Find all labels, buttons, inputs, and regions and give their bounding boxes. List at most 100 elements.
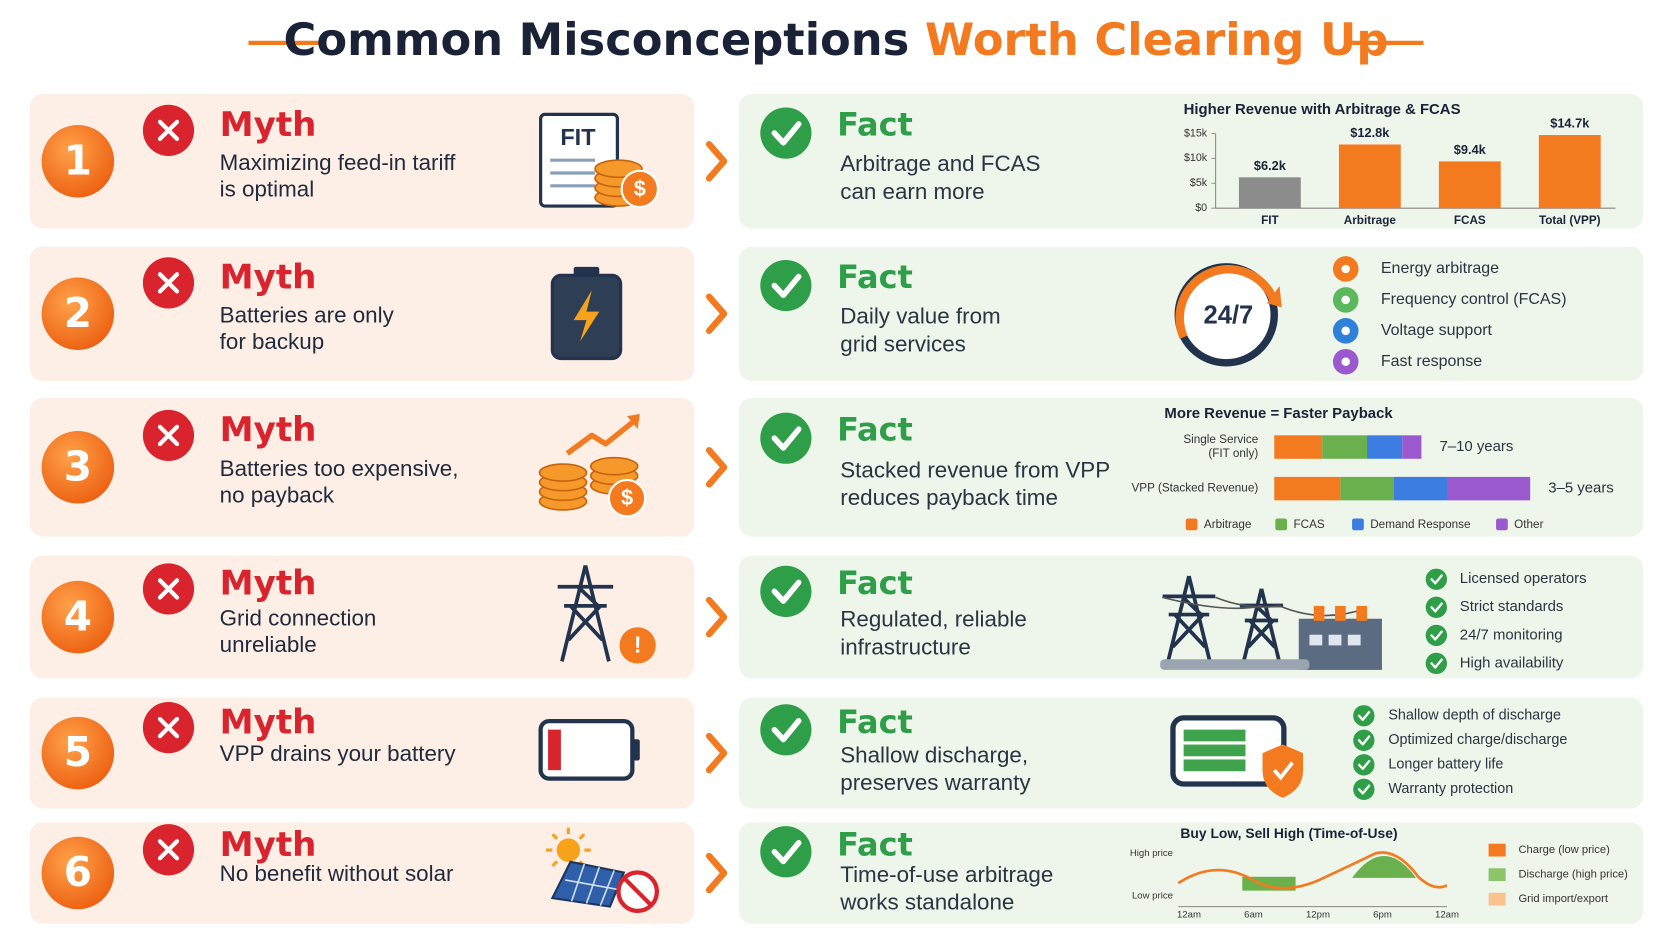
check-icon [760,826,812,878]
fact-label: Fact [837,826,913,864]
service-icon-dot [1341,295,1350,305]
coin-stack [589,456,639,476]
row-number: 4 [64,592,92,640]
myth-label: Myth [220,257,317,297]
list-item: Shallow depth of discharge [1388,708,1561,724]
window [1328,634,1342,646]
battery-terminal [632,739,640,761]
check-mark [771,426,802,451]
value-label: 3–5 years [1548,480,1613,497]
sun-ray [551,833,559,840]
check-mark [1430,658,1443,669]
y-tick-label: $0 [1195,202,1207,214]
price-curve [1177,851,1448,890]
legend-swatch [1185,518,1198,531]
shield-check [1272,761,1294,781]
legend-swatch [1275,518,1288,531]
fact-text: preserves warranty [840,770,1031,795]
window [1347,634,1361,646]
list-item: High availability [1460,654,1564,671]
stack-segment [1340,476,1394,501]
list-item: Licensed operators [1460,570,1587,587]
stack-segment [1274,476,1341,501]
x-mark [157,119,180,142]
y-tick-label: $15k [1184,127,1208,139]
myth-panel [29,555,695,679]
fact-label: Fact [837,564,913,602]
myth-text: Maximizing feed-in tariff [220,150,457,175]
x-tick-label: 12pm [1306,910,1330,921]
service-label: Voltage support [1381,322,1493,339]
x-tick-label: 6pm [1373,910,1392,921]
stack-segment [1367,435,1403,459]
arrow [705,852,728,894]
stack-segment [1393,476,1448,501]
bar [1238,177,1301,209]
x-mark [157,716,180,739]
list-item: Optimized charge/discharge [1388,732,1567,748]
window [1309,634,1323,646]
myth-panel [29,822,695,924]
arrow [705,141,728,182]
fact-label: Fact [837,258,913,296]
value-label: $12.8k [1350,125,1390,140]
myth-label: Myth [220,703,317,743]
chart-title: More Revenue = Faster Payback [1164,405,1393,422]
check-icon [760,704,812,756]
x-mark [157,424,180,447]
myth-panel [29,94,695,229]
y-tick-label: $10k [1184,152,1208,164]
category-label: (FIT only) [1208,447,1258,460]
check-icon [1353,754,1375,776]
legend-label: Demand Response [1370,518,1470,531]
coin-stack [538,463,588,482]
number-badge [41,125,115,198]
fact-panel [738,822,1644,924]
legend-swatch [1488,868,1506,882]
myth-text: for backup [220,329,324,354]
check-mark [771,579,802,604]
check-mark [1430,630,1443,641]
tower [1162,575,1216,668]
transformer [1313,605,1325,621]
fact-text: Stacked revenue from VPP [840,457,1110,482]
x-tick-label: 6am [1244,910,1263,921]
y-tick-label: $5k [1190,177,1208,189]
list-item: Warranty protection [1388,781,1513,797]
check-mark [1357,759,1371,771]
fact-text: reduces payback time [840,485,1058,510]
clock-arc [1175,265,1278,339]
x-mark [157,578,180,600]
service-label: Frequency control (FCAS) [1381,291,1567,308]
myth-text: unreliable [220,632,317,657]
arrow [705,732,728,774]
fact-label: Fact [837,105,913,143]
myth-panel [29,697,695,809]
stack-segment [1402,435,1422,459]
charge-bar [1183,759,1246,772]
number-badge [41,716,115,790]
value-label: $9.4k [1454,142,1487,157]
check-mark [771,839,802,865]
fact-panel [738,397,1644,537]
value-label: $14.7k [1550,116,1590,131]
x-tick-label: FCAS [1454,214,1486,227]
check-icon [760,565,812,617]
arrow [705,596,728,638]
alert-icon [619,627,656,664]
myth-label: Myth [220,410,317,450]
myth-text: Batteries too expensive, [220,456,459,481]
check-icon [1353,729,1375,751]
charge-bar [1183,744,1246,757]
check-mark [771,273,802,299]
x-tick-label: Total (VPP) [1539,214,1601,227]
shield-icon [1262,744,1304,798]
battery-level [548,729,561,771]
myth-label: Myth [220,825,317,865]
fact-text: grid services [840,331,966,356]
fact-text: Time-of-use arbitrage [840,862,1053,887]
transformer [1335,605,1346,621]
fact-panel [738,555,1644,679]
fact-text: works standalone [839,890,1014,915]
myth-text: VPP drains your battery [220,741,457,766]
